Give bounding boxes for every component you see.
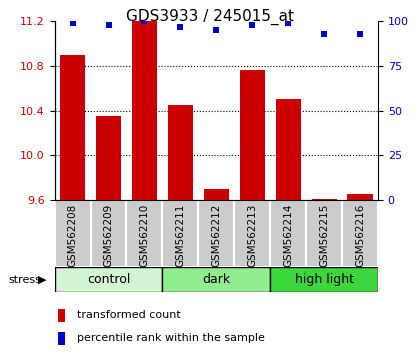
- Text: GSM562214: GSM562214: [283, 203, 293, 267]
- Bar: [58, 332, 65, 345]
- Bar: [198, 200, 234, 267]
- Bar: [276, 99, 301, 200]
- Text: GSM562212: GSM562212: [211, 203, 221, 267]
- Bar: [55, 200, 91, 267]
- Bar: [342, 200, 378, 267]
- Bar: [91, 200, 126, 267]
- Bar: [132, 21, 157, 200]
- Point: [141, 18, 148, 24]
- Text: percentile rank within the sample: percentile rank within the sample: [77, 333, 265, 343]
- Text: stress: stress: [8, 275, 41, 285]
- Text: GDS3933 / 245015_at: GDS3933 / 245015_at: [126, 9, 294, 25]
- Bar: [270, 267, 378, 292]
- Bar: [96, 116, 121, 200]
- Text: GSM562216: GSM562216: [355, 203, 365, 267]
- Bar: [60, 55, 85, 200]
- Bar: [163, 200, 198, 267]
- Point: [285, 20, 291, 26]
- Point: [105, 22, 112, 28]
- Bar: [126, 200, 163, 267]
- Bar: [312, 199, 337, 200]
- Bar: [204, 189, 229, 200]
- Point: [177, 24, 184, 29]
- Bar: [270, 200, 306, 267]
- Bar: [58, 309, 65, 322]
- Bar: [306, 200, 342, 267]
- Text: GSM562210: GSM562210: [139, 203, 150, 267]
- Text: GSM562211: GSM562211: [176, 203, 185, 267]
- Text: control: control: [87, 273, 130, 286]
- Text: GSM562213: GSM562213: [247, 203, 257, 267]
- Point: [357, 31, 363, 36]
- Point: [69, 20, 76, 26]
- Bar: [55, 267, 163, 292]
- Text: GSM562209: GSM562209: [103, 203, 113, 267]
- Bar: [234, 200, 270, 267]
- Text: GSM562208: GSM562208: [68, 203, 78, 267]
- Text: ▶: ▶: [38, 275, 46, 285]
- Point: [321, 31, 328, 36]
- Bar: [240, 70, 265, 200]
- Text: transformed count: transformed count: [77, 310, 181, 320]
- Bar: [168, 105, 193, 200]
- Bar: [347, 194, 373, 200]
- Point: [213, 27, 220, 33]
- Text: GSM562215: GSM562215: [319, 203, 329, 267]
- Point: [249, 22, 256, 28]
- Text: high light: high light: [294, 273, 354, 286]
- Bar: [163, 267, 270, 292]
- Text: dark: dark: [202, 273, 230, 286]
